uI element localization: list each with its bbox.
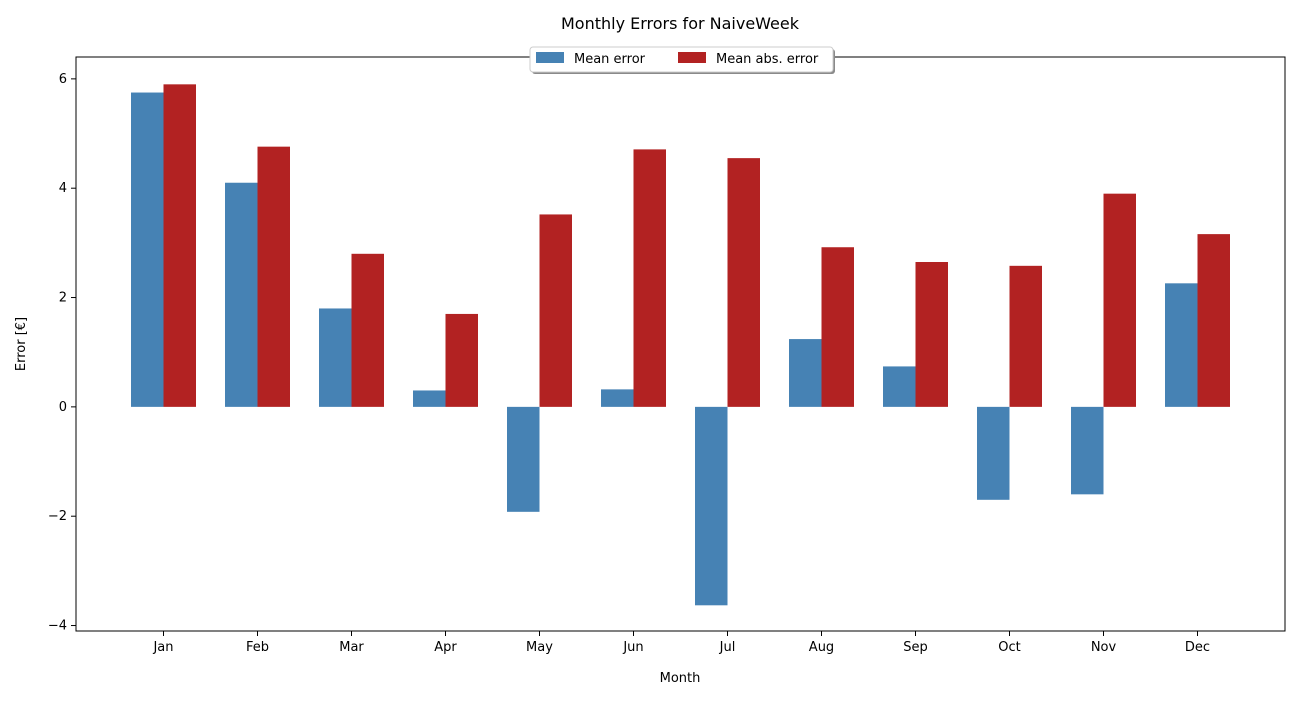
bar-mean-abs-error-jul xyxy=(727,158,760,407)
bar-mean-error-mar xyxy=(319,308,352,407)
bar-mean-abs-error-dec xyxy=(1197,234,1230,407)
y-tick-label-6: 6 xyxy=(59,72,67,87)
x-tick-label-oct: Oct xyxy=(998,640,1020,655)
bar-mean-error-may xyxy=(507,406,540,512)
bar-mean-error-jun xyxy=(601,389,634,407)
x-tick-label-may: May xyxy=(526,640,553,655)
y-tick-label-0: 0 xyxy=(59,400,67,415)
y-tick-label--2: −2 xyxy=(48,509,67,524)
bar-group xyxy=(131,84,1230,606)
bar-mean-error-nov xyxy=(1071,406,1104,495)
bar-mean-abs-error-jan xyxy=(163,84,196,407)
bar-mean-abs-error-may xyxy=(539,214,572,407)
bar-mean-error-oct xyxy=(977,406,1010,500)
bar-mean-abs-error-sep xyxy=(915,262,948,407)
x-tick-label-jul: Jul xyxy=(719,640,736,655)
bar-mean-abs-error-oct xyxy=(1009,265,1042,407)
x-tick-label-nov: Nov xyxy=(1091,640,1117,655)
x-tick-label-dec: Dec xyxy=(1185,640,1210,655)
legend-swatch-mean-abs-error xyxy=(678,52,706,63)
bar-mean-abs-error-apr xyxy=(445,313,478,407)
bar-mean-error-jul xyxy=(695,406,728,606)
chart-legend: Mean error Mean abs. error xyxy=(529,46,835,74)
bar-mean-error-aug xyxy=(789,339,822,407)
bar-mean-error-jan xyxy=(131,92,164,407)
y-tick-label-4: 4 xyxy=(59,181,67,196)
legend-label-mean-abs-error: Mean abs. error xyxy=(716,52,819,67)
bar-mean-error-sep xyxy=(883,366,916,407)
x-tick-label-apr: Apr xyxy=(434,640,457,655)
x-axis-label: Month xyxy=(660,671,701,686)
bar-mean-error-feb xyxy=(225,182,258,407)
bar-mean-error-apr xyxy=(413,390,446,407)
bar-mean-error-dec xyxy=(1165,283,1198,407)
x-tick-label-feb: Feb xyxy=(246,640,269,655)
x-tick-label-mar: Mar xyxy=(339,640,364,655)
x-tick-label-aug: Aug xyxy=(809,640,834,655)
x-axis-ticks: Jan Feb Mar Apr May Jun Jul Aug Sep Oct Nov Dec xyxy=(152,631,1210,655)
y-tick-label-2: 2 xyxy=(59,291,67,306)
x-tick-label-jan: Jan xyxy=(152,640,173,655)
bar-mean-abs-error-mar xyxy=(351,253,384,407)
y-axis-ticks: −4 −2 0 2 4 6 xyxy=(48,72,76,634)
x-tick-label-jun: Jun xyxy=(622,640,643,655)
y-axis-label: Error [€] xyxy=(14,317,29,371)
legend-label-mean-error: Mean error xyxy=(574,52,646,67)
bar-mean-abs-error-jun xyxy=(633,149,666,407)
legend-swatch-mean-error xyxy=(536,52,564,63)
x-tick-label-sep: Sep xyxy=(903,640,928,655)
bar-mean-abs-error-aug xyxy=(821,247,854,407)
chart-title: Monthly Errors for NaiveWeek xyxy=(561,14,800,33)
bar-mean-abs-error-nov xyxy=(1103,193,1136,407)
y-tick-label--4: −4 xyxy=(48,619,67,634)
bar-mean-abs-error-feb xyxy=(257,146,290,407)
